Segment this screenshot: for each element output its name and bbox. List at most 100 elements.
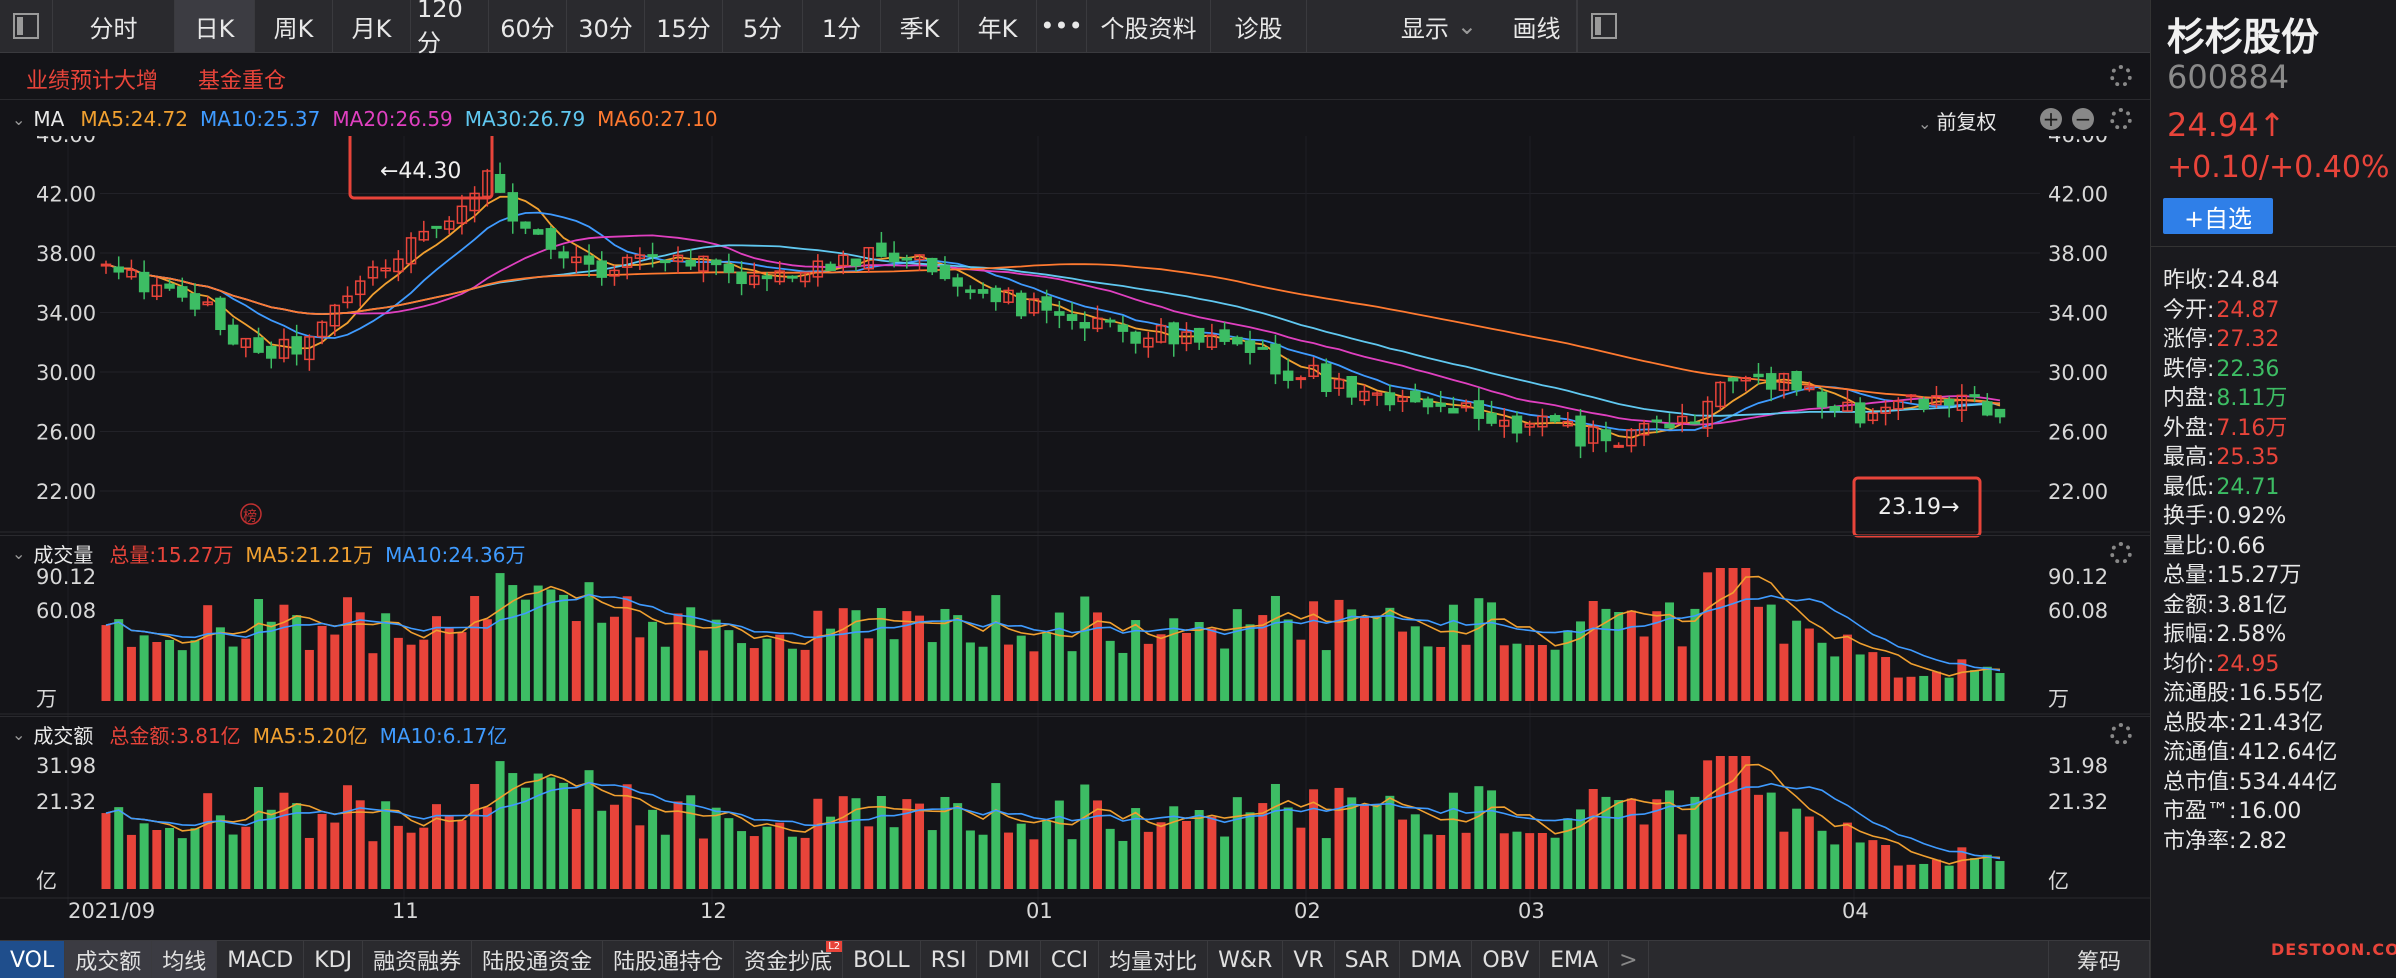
tab-vr[interactable]: VR bbox=[1283, 941, 1335, 978]
tab-boll[interactable]: BOLL bbox=[843, 941, 921, 978]
tab-monthly-k[interactable]: 月K bbox=[333, 0, 411, 52]
tab-turnover[interactable]: 成交额 bbox=[65, 941, 153, 978]
volume-bar bbox=[241, 638, 251, 701]
ma5-value: MA5:24.72 bbox=[80, 107, 188, 131]
zoom-in-icon[interactable]: + bbox=[2040, 108, 2062, 130]
candle-body bbox=[1956, 394, 1968, 411]
info-row: 外盘:7.16万 bbox=[2163, 410, 2287, 442]
amount-bar bbox=[1169, 806, 1179, 889]
volume-bar bbox=[1919, 675, 1929, 701]
stock-profile-button[interactable]: 个股资料 bbox=[1087, 0, 1211, 52]
tab-dmi[interactable]: DMI bbox=[977, 941, 1041, 978]
gear-icon[interactable] bbox=[2110, 65, 2132, 87]
volume-bar bbox=[1804, 628, 1814, 701]
volume-bar bbox=[1626, 610, 1636, 701]
stock-name: 杉杉股份 bbox=[2167, 15, 2320, 59]
volume-bar bbox=[1143, 643, 1153, 701]
tab-macd[interactable]: MACD bbox=[217, 941, 305, 978]
volume-bar bbox=[1970, 670, 1980, 701]
volume-bar bbox=[1474, 598, 1484, 701]
gear-icon[interactable] bbox=[2110, 723, 2132, 745]
amount-bar bbox=[965, 830, 975, 889]
left-panel-toggle-icon[interactable] bbox=[0, 0, 53, 52]
tab-120min[interactable]: 120分 bbox=[411, 0, 489, 57]
amount-bar bbox=[1118, 840, 1128, 889]
tab-15min[interactable]: 15分 bbox=[645, 0, 723, 52]
candle-body bbox=[164, 283, 175, 289]
tab-obv[interactable]: OBV bbox=[1472, 941, 1541, 978]
amount-bar bbox=[279, 792, 289, 889]
right-panel-toggle-icon[interactable] bbox=[1577, 0, 1630, 52]
amount-bar bbox=[1423, 834, 1433, 889]
amount-bar bbox=[1194, 810, 1204, 889]
tab-wr[interactable]: W&R bbox=[1208, 941, 1284, 978]
tab-chips[interactable]: 筹码 bbox=[2047, 941, 2150, 978]
candle-body bbox=[596, 260, 607, 278]
tab-1min[interactable]: 1分 bbox=[803, 0, 881, 52]
tag-earnings[interactable]: 业绩预计大增 bbox=[26, 69, 159, 94]
y-axis-labels: 46.00 46.00 42.00 42.00 38.00 38.00 34.00 34.00… bbox=[36, 136, 2108, 893]
tab-rsi[interactable]: RSI bbox=[921, 941, 978, 978]
amount-bar bbox=[343, 785, 353, 889]
volume-bar bbox=[520, 599, 530, 701]
candle-body bbox=[1015, 292, 1027, 317]
volume-bar bbox=[1563, 630, 1573, 701]
tab-northbound-holding[interactable]: 陆股通持仓 bbox=[603, 941, 735, 978]
candle-body bbox=[799, 271, 811, 283]
candle-body bbox=[189, 293, 201, 310]
amount-bar bbox=[609, 804, 619, 889]
volume-bar bbox=[228, 646, 238, 701]
volume-bar bbox=[1677, 646, 1687, 701]
draw-line-button[interactable]: 画线 bbox=[1497, 0, 1577, 52]
tab-60min[interactable]: 60分 bbox=[489, 0, 567, 52]
tab-vol[interactable]: VOL bbox=[0, 941, 66, 978]
ma-lines bbox=[105, 195, 2001, 439]
add-watchlist-button[interactable]: +自选 bbox=[2163, 198, 2273, 234]
gear-icon[interactable] bbox=[2110, 108, 2132, 130]
amount-title: 成交额 bbox=[33, 723, 94, 748]
tab-cci[interactable]: CCI bbox=[1041, 941, 1100, 978]
candle-body bbox=[393, 258, 404, 273]
collapse-icon[interactable]: ⌄ bbox=[12, 543, 26, 563]
more-menu-button[interactable]: ••• bbox=[1037, 0, 1087, 52]
candle-body bbox=[876, 242, 887, 257]
tab-quarterly-k[interactable]: 季K bbox=[881, 0, 959, 52]
collapse-icon[interactable]: ⌄ bbox=[12, 109, 26, 129]
amount-y-tick: 21.32 bbox=[2048, 790, 2108, 814]
volume-bar bbox=[114, 619, 124, 701]
collapse-icon[interactable]: ⌄ bbox=[12, 724, 26, 744]
tab-bottom-fishing[interactable]: 资金抄底 L2 bbox=[734, 941, 844, 978]
tab-30min[interactable]: 30分 bbox=[567, 0, 645, 52]
tab-sar[interactable]: SAR bbox=[1335, 941, 1401, 978]
amount-bar bbox=[1220, 836, 1230, 889]
candle-body bbox=[1765, 373, 1777, 390]
amount-bar bbox=[927, 830, 937, 889]
amount-bar bbox=[1982, 854, 1992, 889]
display-dropdown[interactable]: 显示 ⌄ bbox=[1307, 0, 1497, 52]
tab-timeshare[interactable]: 分时 bbox=[53, 0, 175, 52]
tab-yearly-k[interactable]: 年K bbox=[959, 0, 1037, 52]
tab-margin[interactable]: 融资融券 bbox=[363, 941, 473, 978]
kline-chart[interactable]: 46.00 46.00 42.00 42.00 38.00 38.00 34.00 34.00… bbox=[0, 136, 2150, 940]
tab-kdj[interactable]: KDJ bbox=[304, 941, 364, 978]
gear-icon[interactable] bbox=[2110, 542, 2132, 564]
tabs-next-button[interactable]: > bbox=[1609, 941, 1649, 978]
amount-bar bbox=[1842, 822, 1852, 889]
tab-ema[interactable]: EMA bbox=[1540, 941, 1610, 978]
tab-volume-compare[interactable]: 均量对比 bbox=[1099, 941, 1209, 978]
zoom-out-icon[interactable]: − bbox=[2072, 108, 2094, 130]
volume-bar bbox=[330, 634, 340, 701]
tab-northbound-flow[interactable]: 陆股通资金 bbox=[472, 941, 604, 978]
amount-bar bbox=[775, 822, 785, 889]
tab-dma[interactable]: DMA bbox=[1400, 941, 1473, 978]
tag-fund-holding[interactable]: 基金重仓 bbox=[198, 69, 287, 94]
diagnose-button[interactable]: 诊股 bbox=[1211, 0, 1307, 52]
tab-daily-k[interactable]: 日K bbox=[175, 0, 255, 52]
volume-bar bbox=[1868, 652, 1878, 701]
tab-5min[interactable]: 5分 bbox=[723, 0, 803, 52]
adjust-dropdown[interactable]: ⌄ 前复权 bbox=[1918, 110, 1997, 134]
tab-weekly-k[interactable]: 周K bbox=[255, 0, 333, 52]
y-tick-right: 30.00 bbox=[2048, 361, 2108, 385]
tab-ma[interactable]: 均线 bbox=[152, 941, 218, 978]
candle-body bbox=[1499, 419, 1510, 427]
